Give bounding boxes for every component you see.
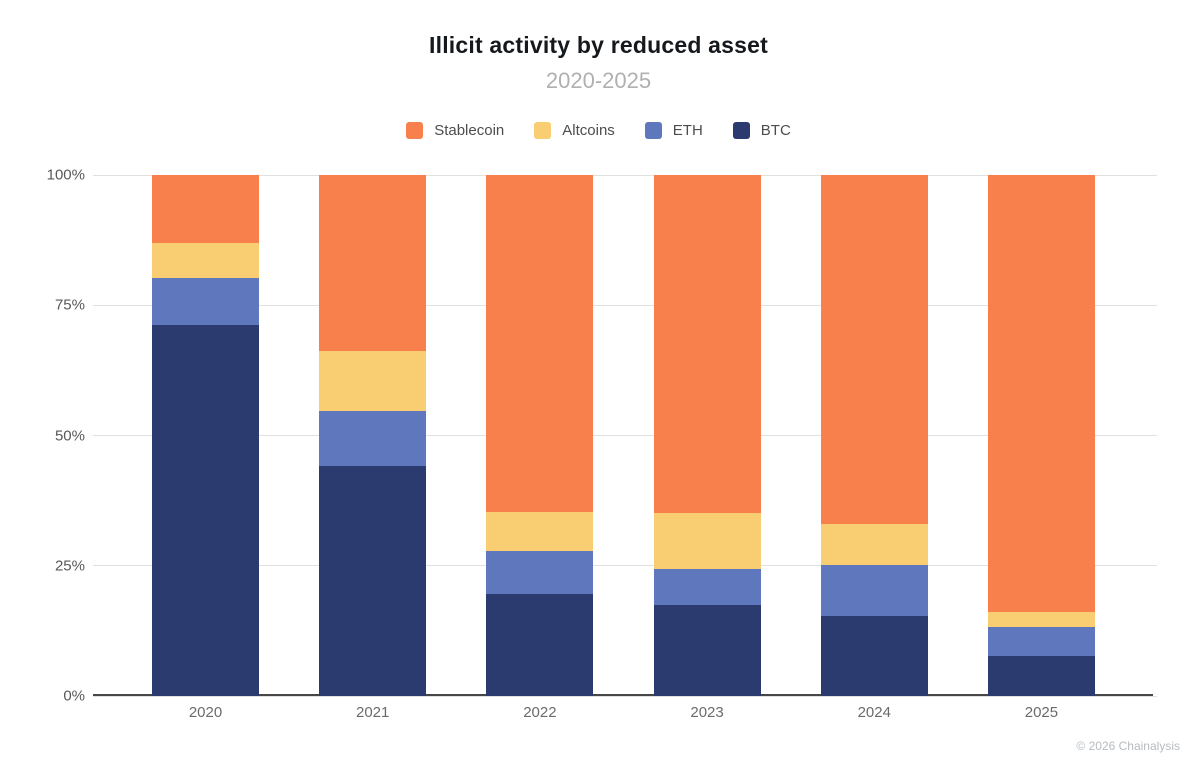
bar-2020-segment-btc [152, 324, 259, 696]
x-tick-2024: 2024 [857, 704, 891, 721]
bar-2024-segment-btc [820, 615, 928, 696]
bar-2021-segment-eth [319, 411, 427, 467]
y-tick-75: 75% [54, 296, 85, 314]
bar-2023-segment-altcoins [653, 513, 761, 569]
bar-2022-segment-eth [486, 551, 594, 595]
legend-label-altcoins: Altcoins [562, 122, 615, 139]
legend-swatch-stablecoin [406, 122, 424, 139]
copyright-credit: © 2026 Chainalysis [1076, 739, 1180, 753]
bar-2025-segment-btc [987, 655, 1095, 696]
legend-item-altcoins[interactable]: Altcoins [534, 122, 615, 139]
bar-2025-segment-stablecoin [987, 175, 1095, 613]
bar-2020-segment-eth [152, 278, 259, 325]
bar-2025-segment-altcoins [987, 612, 1095, 627]
legend-swatch-altcoins [534, 122, 552, 139]
legend-item-stablecoin[interactable]: Stablecoin [406, 122, 504, 139]
x-tick-2023: 2023 [690, 704, 724, 721]
gridline-25 [93, 565, 1157, 567]
bar-2022-segment-altcoins [486, 512, 594, 552]
bar-2024-segment-altcoins [820, 524, 928, 566]
bar-2022-segment-stablecoin [486, 175, 594, 513]
gridline-75 [93, 304, 1157, 306]
legend-label-stablecoin: Stablecoin [434, 122, 505, 139]
legend-label-btc: BTC [760, 122, 791, 139]
legend-item-btc[interactable]: BTC [732, 122, 791, 139]
bar-2023-segment-stablecoin [653, 175, 761, 514]
bars-container [93, 175, 1157, 696]
gridline-50 [93, 435, 1157, 436]
bar-2020-segment-stablecoin [152, 175, 259, 243]
y-tick-50: 50% [54, 427, 85, 444]
bar-2022-segment-btc [486, 594, 594, 696]
bar-2021-segment-altcoins [319, 351, 427, 412]
gridline-0 [93, 695, 1157, 697]
x-tick-2022: 2022 [523, 704, 557, 721]
bar-2023-segment-btc [653, 604, 761, 696]
y-axis-labels: 100% 75% 50% 25% 0% [0, 167, 85, 705]
bar-2020 [152, 175, 259, 696]
chart-subtitle: 2020-2025 [545, 68, 652, 93]
bar-2023-segment-eth [653, 568, 761, 605]
bar-2023 [653, 175, 761, 696]
legend: Stablecoin Altcoins ETH BTC [0, 122, 1197, 139]
bar-2020-segment-altcoins [152, 242, 259, 279]
bar-2022 [486, 175, 594, 696]
legend-swatch-btc [732, 122, 750, 139]
chart-title: Illicit activity by reduced asset [429, 32, 768, 58]
bar-2021 [319, 175, 427, 696]
x-tick-2021: 2021 [356, 704, 390, 721]
plot-area [93, 174, 1157, 697]
bar-2025 [987, 175, 1095, 696]
gridline-100 [93, 174, 1157, 176]
y-tick-100: 100% [46, 166, 85, 184]
legend-label-eth: ETH [672, 122, 703, 139]
x-axis-labels: 2020 2021 2022 2023 2024 2025 [93, 704, 1157, 721]
bar-2025-segment-eth [987, 626, 1095, 656]
bar-2021-segment-stablecoin [319, 175, 427, 352]
legend-swatch-eth [644, 122, 662, 139]
bar-2021-segment-btc [319, 466, 427, 696]
bar-2024-segment-stablecoin [820, 175, 928, 525]
legend-item-eth[interactable]: ETH [644, 122, 703, 139]
bar-2024-segment-eth [820, 565, 928, 616]
x-tick-2020: 2020 [188, 704, 223, 721]
x-axis-line [93, 694, 1153, 696]
y-tick-25: 25% [54, 557, 85, 575]
x-tick-2025: 2025 [1024, 704, 1059, 721]
bar-2024 [820, 175, 928, 696]
y-tick-0: 0% [63, 687, 85, 705]
